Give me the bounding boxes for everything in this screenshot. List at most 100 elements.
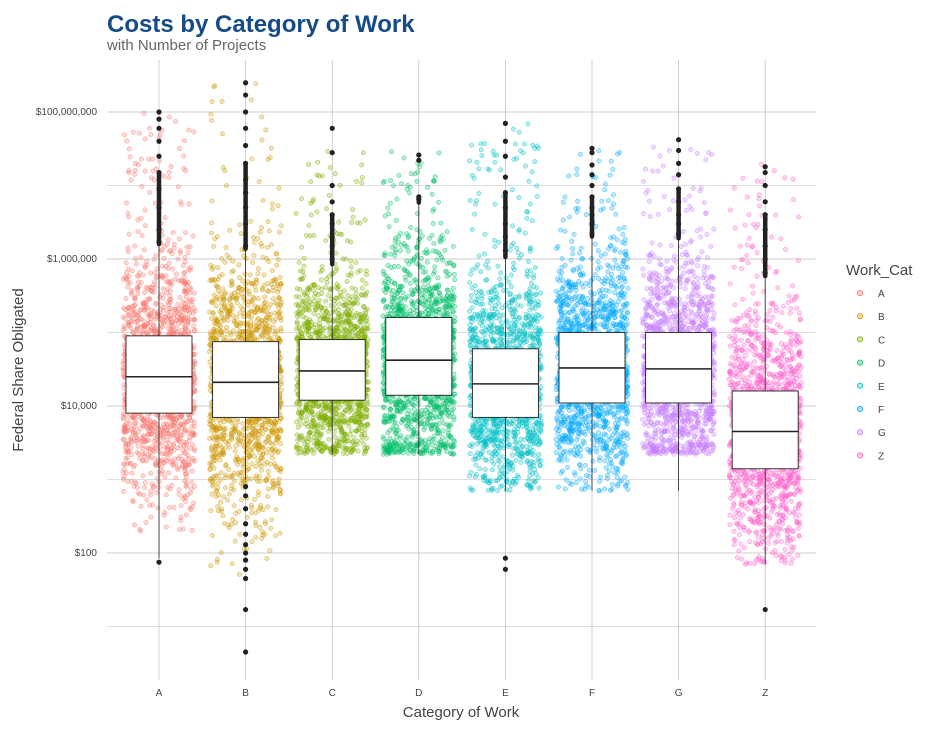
jitter-point (249, 539, 255, 545)
jitter-point (265, 473, 271, 479)
jitter-point (166, 505, 172, 510)
jitter-point (148, 270, 154, 276)
jitter-point (134, 438, 140, 444)
jitter-point (301, 324, 307, 330)
jitter-point (124, 270, 130, 276)
jitter-point (332, 171, 338, 177)
jitter-point (178, 436, 183, 442)
jitter-point (232, 538, 238, 544)
jitter-point (227, 227, 233, 233)
jitter-point (315, 159, 321, 165)
jitter-point (192, 388, 198, 394)
jitter-point (142, 290, 147, 296)
jitter-point (151, 438, 157, 444)
jitter-point (140, 433, 146, 439)
jitter-point (154, 274, 160, 280)
jitter-point (122, 316, 128, 321)
jitter-point (321, 441, 327, 447)
jitter-point (120, 276, 126, 282)
jitter-point (220, 131, 225, 137)
jitter-point (362, 423, 368, 429)
jitter-point (316, 313, 322, 318)
jitter-point (326, 326, 332, 332)
jitter-point (127, 280, 133, 286)
jitter-point (229, 291, 235, 297)
jitter-point (295, 303, 301, 309)
jitter-point (189, 302, 195, 308)
jitter-point (142, 323, 148, 329)
jitter-point (164, 241, 170, 247)
jitter-point (175, 467, 181, 472)
jitter-point (123, 296, 129, 301)
jitter-point (175, 184, 181, 190)
jitter-point (208, 111, 214, 117)
jitter-point (125, 417, 131, 423)
jitter-point (187, 297, 193, 303)
jitter-point (209, 315, 214, 321)
jitter-point (238, 286, 244, 292)
jitter-point (191, 430, 197, 436)
jitter-point (308, 212, 314, 218)
jitter-point (126, 231, 132, 237)
jitter-point (161, 173, 166, 179)
jitter-point (221, 521, 227, 526)
jitter-point (275, 428, 281, 434)
jitter-point (325, 148, 331, 154)
jitter-point (359, 438, 365, 444)
jitter-point (265, 311, 271, 317)
jitter-point (180, 459, 186, 465)
jitter-point (187, 285, 193, 291)
jitter-point (152, 285, 158, 290)
jitter-point (166, 432, 172, 438)
jitter-point (128, 289, 134, 295)
jitter-point (144, 458, 149, 464)
jitter-point (308, 179, 314, 185)
jitter-point (252, 434, 258, 440)
jitter-point (313, 328, 319, 334)
jitter-point (230, 312, 236, 318)
jitter-point (337, 231, 343, 237)
jitter-point (323, 298, 329, 304)
jitter-point (171, 505, 177, 511)
jitter-point (168, 164, 174, 169)
jitter-point (192, 327, 198, 333)
jitter-point (235, 456, 240, 462)
jitter-point (133, 256, 138, 262)
jitter-point (178, 316, 184, 322)
jitter-point (325, 318, 331, 324)
jitter-point (126, 146, 132, 152)
jitter-point (236, 509, 242, 514)
jitter-point (228, 486, 234, 492)
jitter-point (293, 211, 299, 216)
jitter-point (139, 184, 145, 189)
jitter-point (184, 442, 190, 447)
jitter-point (277, 309, 283, 315)
jitter-point (355, 269, 361, 275)
jitter-point (299, 309, 305, 315)
jitter-point (255, 271, 261, 277)
jitter-point (240, 421, 246, 427)
jitter-point (171, 241, 177, 247)
jitter-point (248, 218, 254, 224)
jitter-point (335, 286, 341, 292)
jitter-point (148, 488, 154, 494)
jitter-point (210, 310, 216, 316)
jitter-point (336, 301, 342, 307)
jitter-point (129, 268, 135, 274)
jitter-point (231, 268, 236, 274)
jitter-point (343, 256, 349, 262)
jitter-point (127, 421, 133, 427)
jitter-point (148, 327, 154, 333)
jitter-point (300, 298, 306, 304)
jitter-point (160, 429, 166, 435)
jitter-point (353, 295, 359, 301)
jitter-point (265, 486, 271, 492)
jitter-point (133, 420, 139, 426)
jitter-point (178, 503, 184, 509)
jitter-point (251, 252, 257, 258)
jitter-point (170, 462, 176, 468)
jitter-point (311, 403, 317, 409)
jitter-point (186, 201, 192, 207)
jitter-point (181, 138, 187, 144)
jitter-point (155, 311, 161, 317)
